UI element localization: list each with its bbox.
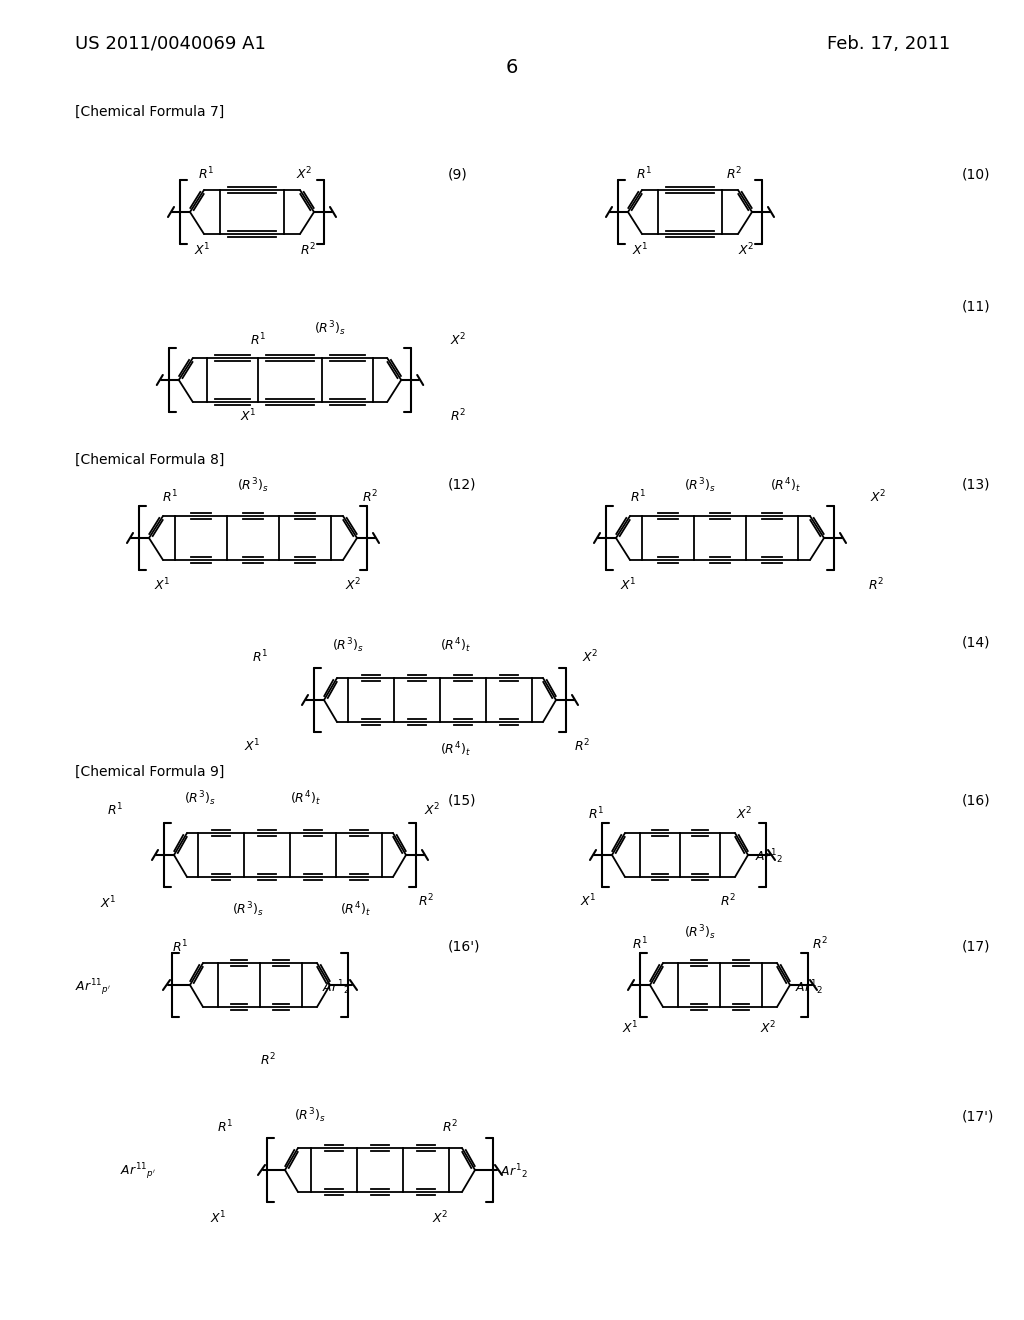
Text: $R^2$: $R^2$ [361,488,378,506]
Text: $X^2$: $X^2$ [736,805,753,822]
Text: $R^1$: $R^1$ [632,936,648,952]
Text: $X^1$: $X^1$ [622,1020,638,1036]
Text: US 2011/0040069 A1: US 2011/0040069 A1 [75,36,266,53]
Text: $(R^4)_t$: $(R^4)_t$ [440,636,471,655]
Text: $(R^3)_s$: $(R^3)_s$ [232,900,264,919]
Text: $(R^4)_t$: $(R^4)_t$ [770,477,801,495]
Text: $R^2$: $R^2$ [418,894,434,909]
Text: $R^2$: $R^2$ [300,242,316,259]
Text: $R^2$: $R^2$ [450,408,466,425]
Text: $R^1$: $R^1$ [162,488,178,506]
Text: $X^2$: $X^2$ [760,1020,776,1036]
Text: $(R^3)_s$: $(R^3)_s$ [238,477,269,495]
Text: $R^2$: $R^2$ [442,1118,458,1135]
Text: $R^2$: $R^2$ [812,936,828,952]
Text: $(R^3)_s$: $(R^3)_s$ [314,319,346,338]
Text: $X^2$: $X^2$ [432,1210,449,1226]
Text: $R^1$: $R^1$ [636,165,652,182]
Text: $R^1$: $R^1$ [252,648,268,665]
Text: $X^1$: $X^1$ [240,408,256,425]
Text: $(R^3)_s$: $(R^3)_s$ [684,923,716,942]
Text: (14): (14) [962,635,990,649]
Text: 6: 6 [506,58,518,77]
Text: $(R^4)_t$: $(R^4)_t$ [440,741,471,759]
Text: (12): (12) [449,478,476,492]
Text: $R^2$: $R^2$ [868,577,884,594]
Text: (16): (16) [962,793,990,807]
Text: Feb. 17, 2011: Feb. 17, 2011 [826,36,950,53]
Text: [Chemical Formula 9]: [Chemical Formula 9] [75,766,224,779]
Text: $R^1$: $R^1$ [172,939,188,954]
Text: $Ar^1{}_2$: $Ar^1{}_2$ [322,978,350,998]
Text: (16'): (16') [449,940,480,954]
Text: $(R^3)_s$: $(R^3)_s$ [294,1106,326,1125]
Text: $X^2$: $X^2$ [582,648,599,665]
Text: $Ar^{11}{}_{p'}$: $Ar^{11}{}_{p'}$ [75,978,112,998]
Text: $X^1$: $X^1$ [194,242,210,259]
Text: $X^2$: $X^2$ [870,488,887,506]
Text: (9): (9) [449,168,468,182]
Text: $(R^3)_s$: $(R^3)_s$ [684,477,716,495]
Text: $(R^3)_s$: $(R^3)_s$ [184,789,216,808]
Text: $X^1$: $X^1$ [632,242,648,259]
Text: (11): (11) [962,300,990,314]
Text: $R^2$: $R^2$ [726,165,742,182]
Text: [Chemical Formula 7]: [Chemical Formula 7] [75,106,224,119]
Text: $Ar^1{}_2$: $Ar^1{}_2$ [795,978,822,998]
Text: $X^2$: $X^2$ [296,165,312,182]
Text: $X^1$: $X^1$ [99,895,117,912]
Text: $Ar^1{}_2$: $Ar^1{}_2$ [500,1163,527,1181]
Text: $X^1$: $X^1$ [580,894,596,909]
Text: $X^1$: $X^1$ [620,577,636,594]
Text: $X^1$: $X^1$ [154,577,170,594]
Text: $R^1$: $R^1$ [630,488,646,506]
Text: $Ar^1{}_2$: $Ar^1{}_2$ [755,847,782,866]
Text: $X^2$: $X^2$ [738,242,755,259]
Text: $R^2$: $R^2$ [720,894,736,909]
Text: $Ar^{11}{}_{p'}$: $Ar^{11}{}_{p'}$ [120,1162,157,1183]
Text: $(R^4)_t$: $(R^4)_t$ [290,789,322,808]
Text: $(R^3)_s$: $(R^3)_s$ [332,636,364,655]
Text: $R^1$: $R^1$ [198,165,214,182]
Text: $(R^4)_t$: $(R^4)_t$ [340,900,371,919]
Text: $R^1$: $R^1$ [250,331,266,348]
Text: $R^2$: $R^2$ [260,1052,276,1069]
Text: (15): (15) [449,793,476,807]
Text: (17): (17) [962,940,990,954]
Text: $X^2$: $X^2$ [450,331,467,348]
Text: (17'): (17') [962,1110,994,1125]
Text: (13): (13) [962,478,990,492]
Text: $X^1$: $X^1$ [244,738,260,755]
Text: $X^2$: $X^2$ [345,577,361,594]
Text: (10): (10) [962,168,990,182]
Text: $R^1$: $R^1$ [106,801,123,818]
Text: $X^1$: $X^1$ [210,1210,226,1226]
Text: $R^1$: $R^1$ [217,1118,233,1135]
Text: [Chemical Formula 8]: [Chemical Formula 8] [75,453,224,467]
Text: $R^2$: $R^2$ [574,738,590,755]
Text: $R^1$: $R^1$ [588,805,604,822]
Text: $X^2$: $X^2$ [424,801,440,818]
